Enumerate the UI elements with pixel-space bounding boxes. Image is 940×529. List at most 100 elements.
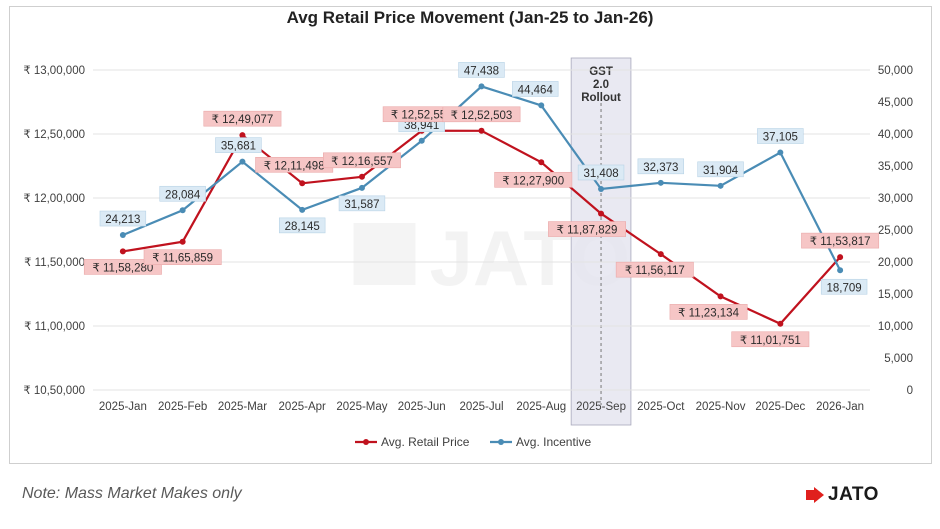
y-left-tick-label: ₹ 11,00,000 xyxy=(24,321,85,333)
annotation-text: Rollout xyxy=(581,92,621,104)
data-point xyxy=(657,251,664,258)
data-label-bg xyxy=(615,261,694,278)
y-right-tick-label: 30,000 xyxy=(878,193,913,205)
data-point xyxy=(478,127,485,134)
data-label-bg xyxy=(731,331,810,348)
data-label: 31,408 xyxy=(583,168,618,180)
data-label: 31,587 xyxy=(344,199,379,211)
data-label-bg xyxy=(83,259,162,275)
data-label: 47,438 xyxy=(464,65,499,77)
y-right-tick-label: 15,000 xyxy=(878,289,913,301)
x-tick-label: 2025-Mar xyxy=(218,401,267,413)
x-tick-label: 2026-Jan xyxy=(816,401,864,413)
data-label: ₹ 11,01,751 xyxy=(740,335,801,347)
y-right-tick-label: 20,000 xyxy=(878,257,913,269)
data-label-bg xyxy=(757,128,804,144)
data-point xyxy=(358,184,365,191)
data-label-bg xyxy=(99,210,147,227)
data-label-bg xyxy=(548,221,626,237)
legend-label: Avg. Retail Price xyxy=(381,435,470,449)
x-tick-label: 2025-Feb xyxy=(158,401,207,413)
data-point xyxy=(478,83,485,90)
data-point xyxy=(538,102,545,109)
data-label-bg xyxy=(512,81,559,97)
footnote: Note: Mass Market Makes only xyxy=(22,485,242,502)
watermark-mark xyxy=(353,223,416,285)
data-label: 18,709 xyxy=(827,282,862,294)
legend-marker xyxy=(498,439,504,445)
x-tick-label: 2025-Dec xyxy=(755,401,805,413)
data-point xyxy=(418,137,425,144)
x-tick-label: 2025-Nov xyxy=(696,401,746,413)
data-label: ₹ 12,27,900 xyxy=(502,175,564,187)
data-label: 35,681 xyxy=(221,141,256,153)
y-left-tick-label: ₹ 13,00,000 xyxy=(23,65,85,77)
data-label: 32,373 xyxy=(643,162,678,174)
data-label-bg xyxy=(697,161,744,178)
data-label-bg xyxy=(458,62,505,78)
data-point xyxy=(657,179,664,186)
data-point xyxy=(119,248,126,255)
data-label: ₹ 11,87,829 xyxy=(557,225,618,237)
data-point xyxy=(239,132,246,139)
y-right-tick-label: 10,000 xyxy=(878,321,913,333)
data-label-bg xyxy=(203,110,282,127)
y-right-tick-label: 50,000 xyxy=(878,65,913,77)
data-label-bg xyxy=(215,137,262,153)
data-point xyxy=(598,210,605,217)
x-tick-label: 2025-Jul xyxy=(459,401,503,413)
data-label-bg xyxy=(577,164,625,181)
x-tick-label: 2025-May xyxy=(336,401,387,413)
data-label: ₹ 12,16,557 xyxy=(331,156,393,168)
data-label: ₹ 11,23,134 xyxy=(678,307,739,319)
data-label: 28,084 xyxy=(165,189,201,201)
legend-label: Avg. Incentive xyxy=(516,435,591,449)
data-label: ₹ 11,56,117 xyxy=(625,265,685,277)
legend-marker xyxy=(363,439,369,445)
annotation-text: 2.0 xyxy=(593,79,609,91)
data-label-bg xyxy=(494,171,573,188)
chart-frame xyxy=(9,6,932,464)
data-label-bg xyxy=(669,304,748,320)
data-label: 37,105 xyxy=(763,132,798,144)
data-label: ₹ 12,11,498 xyxy=(264,160,325,172)
jato-arrow-icon xyxy=(806,487,824,503)
data-point xyxy=(777,320,784,327)
data-label: ₹ 11,65,859 xyxy=(152,253,213,265)
y-right-tick-label: 25,000 xyxy=(878,225,913,237)
x-tick-label: 2025-Oct xyxy=(637,401,685,413)
data-label: 24,213 xyxy=(105,214,140,226)
y-right-tick-label: 45,000 xyxy=(878,97,913,109)
y-left-tick-label: ₹ 12,00,000 xyxy=(23,193,85,205)
x-tick-label: 2025-Jan xyxy=(99,401,147,413)
y-left-tick-label: ₹ 11,50,000 xyxy=(24,257,85,269)
data-point xyxy=(179,207,186,214)
brand-logo: JATO xyxy=(806,484,879,506)
annotation-text: GST xyxy=(589,66,613,78)
data-label-bg xyxy=(159,185,206,202)
x-tick-label: 2025-Aug xyxy=(516,401,566,413)
data-point xyxy=(358,173,365,180)
x-tick-label: 2025-Jun xyxy=(398,401,446,413)
data-label: ₹ 12,52,555 xyxy=(391,110,453,122)
data-label-bg xyxy=(278,217,326,234)
data-label: ₹ 12,49,077 xyxy=(212,114,274,126)
brand-name: JATO xyxy=(828,484,879,505)
x-tick-label: 2025-Apr xyxy=(279,401,326,413)
y-left-tick-label: ₹ 10,50,000 xyxy=(23,385,85,397)
data-label: ₹ 11,58,280 xyxy=(92,262,153,274)
data-point xyxy=(717,182,724,189)
data-label-bg xyxy=(637,158,685,175)
data-label-bg xyxy=(820,278,868,295)
y-right-tick-label: 5,000 xyxy=(884,353,913,365)
data-label: 38,941 xyxy=(404,120,439,132)
data-point xyxy=(299,180,306,187)
data-point xyxy=(239,158,246,165)
y-right-tick-label: 0 xyxy=(907,385,913,397)
data-label: ₹ 11,53,817 xyxy=(810,236,871,248)
data-label: ₹ 12,52,503 xyxy=(451,110,513,122)
data-label: 44,464 xyxy=(518,84,554,96)
y-right-tick-label: 40,000 xyxy=(878,129,913,141)
data-label-bg xyxy=(143,249,222,266)
